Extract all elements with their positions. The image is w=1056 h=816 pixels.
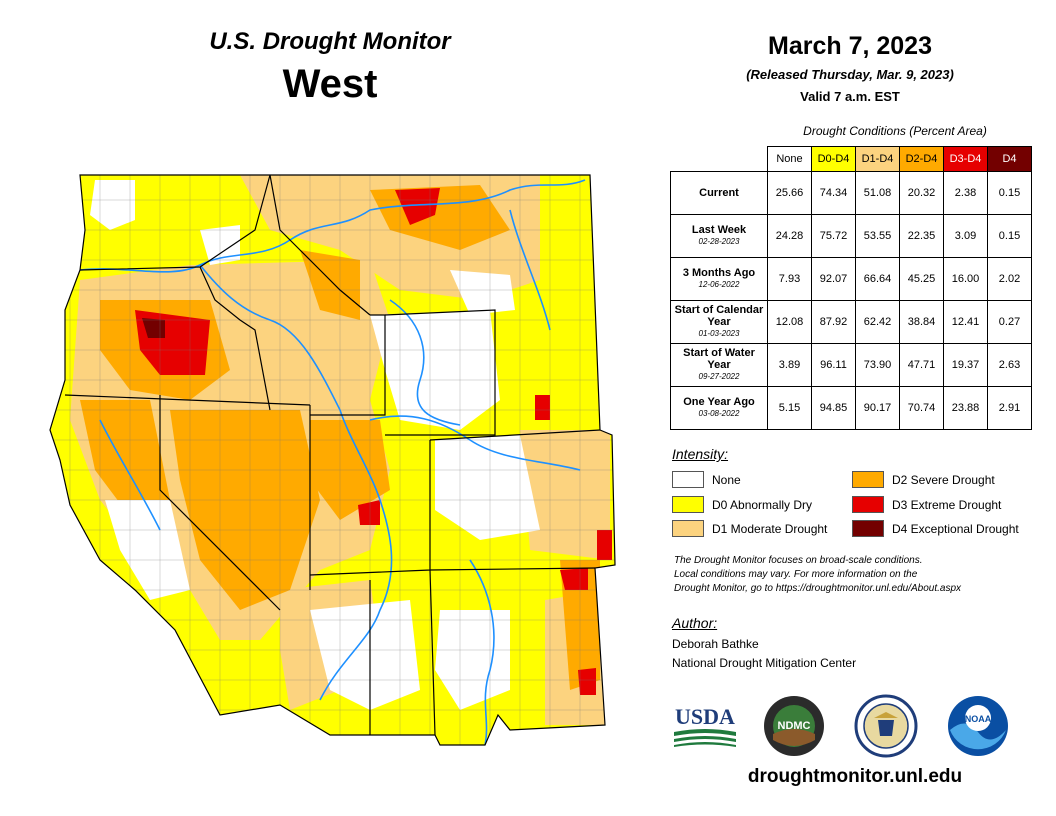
table-cell: 62.42 [855,300,900,344]
usda-logo: USDA [674,704,736,747]
table-cell: 22.35 [899,214,944,258]
table-cell: 0.27 [987,300,1032,344]
row-label: Last Week 02-28-2023 [670,214,768,258]
table-cell: 45.25 [899,257,944,301]
col-header-none: None [767,146,812,172]
table-cell: 0.15 [987,171,1032,215]
row-label: Start of Water Year 09-27-2022 [670,343,768,387]
author-org: National Drought Mitigation Center [672,656,857,670]
disclaimer-note: The Drought Monitor focuses on broad-sca… [674,554,1044,596]
col-header-d1-d4: D1-D4 [855,146,900,172]
legend-swatch [852,520,884,537]
table-cell: 20.32 [899,171,944,215]
table-cell: 90.17 [855,386,900,430]
table-cell: 24.28 [767,214,812,258]
col-header-d3-d4: D3-D4 [943,146,988,172]
table-cell: 94.85 [811,386,856,430]
map-region-title: West [282,62,378,106]
table-cell: 73.90 [855,343,900,387]
col-header-d2-d4: D2-D4 [899,146,944,172]
table-row: Last Week 02-28-2023 24.28 75.72 53.55 22… [670,214,1032,258]
table-cell: 7.93 [767,257,812,301]
legend-label: D2 Severe Drought [892,472,995,487]
table-cell: 0.15 [987,214,1032,258]
legend-swatch [852,471,884,488]
drought-map [49,174,616,746]
table-cell: 19.37 [943,343,988,387]
table-row: Start of Water Year 09-27-2022 3.89 96.11… [670,343,1032,387]
note-line: Local conditions may vary. For more info… [674,569,918,580]
table-cell: 2.02 [987,257,1032,301]
table-cell: 12.08 [767,300,812,344]
table-cell: 3.09 [943,214,988,258]
legend-swatch [672,496,704,513]
usda-logo-text: USDA [675,704,735,729]
row-label: Current [670,171,768,215]
table-row: One Year Ago 03-08-2022 5.15 94.85 90.17 … [670,386,1032,430]
table-cell: 92.07 [811,257,856,301]
note-line: The Drought Monitor focuses on broad-sca… [674,555,923,566]
noaa-logo-text: NOAA [965,714,992,724]
legend-title: Intensity: [672,446,729,462]
legend-item-d4: D4 Exceptional Drought [852,520,1019,537]
table-cell: 3.89 [767,343,812,387]
table-row: Current 25.66 74.34 51.08 20.32 2.38 0.1… [670,171,1032,215]
table-cell: 53.55 [855,214,900,258]
row-label: One Year Ago 03-08-2022 [670,386,768,430]
legend-item-none: None [672,471,741,488]
table-cell: 75.72 [811,214,856,258]
table-cell: 25.66 [767,171,812,215]
commerce-seal-logo [854,694,918,758]
row-label: Start of Calendar Year 01-03-2023 [670,300,768,344]
table-cell: 47.71 [899,343,944,387]
table-cell: 5.15 [767,386,812,430]
table-cell: 66.64 [855,257,900,301]
table-corner [671,147,768,172]
map-date: March 7, 2023 [768,32,932,60]
legend-label: D4 Exceptional Drought [892,521,1019,536]
table-cell: 23.88 [943,386,988,430]
col-header-d4: D4 [987,146,1032,172]
col-header-d0-d4: D0-D4 [811,146,856,172]
legend-label: D0 Abnormally Dry [712,497,813,512]
drought-stats-table: None D0-D4 D1-D4 D2-D4 D3-D4 D4 Current … [670,146,1032,430]
table-cell: 70.74 [899,386,944,430]
map-subtitle: U.S. Drought Monitor [209,28,451,55]
table-cell: 2.63 [987,343,1032,387]
website-url[interactable]: droughtmonitor.unl.edu [747,766,963,787]
table-caption: Drought Conditions (Percent Area) [803,124,987,138]
table-header-row: None D0-D4 D1-D4 D2-D4 D3-D4 D4 [671,146,1032,172]
legend-item-d1: D1 Moderate Drought [672,520,827,537]
legend-item-d2: D2 Severe Drought [852,471,995,488]
legend-swatch [672,520,704,537]
table-cell: 2.38 [943,171,988,215]
legend-swatch [672,471,704,488]
legend-label: None [712,472,741,487]
table-cell: 38.84 [899,300,944,344]
legend-label: D1 Moderate Drought [712,521,828,536]
note-line: Drought Monitor, go to https://droughtmo… [674,583,962,594]
release-date: (Released Thursday, Mar. 9, 2023) [746,67,954,82]
table-cell: 96.11 [811,343,856,387]
table-cell: 87.92 [811,300,856,344]
valid-time: Valid 7 a.m. EST [800,89,900,104]
table-cell: 16.00 [943,257,988,301]
table-cell: 2.91 [987,386,1032,430]
table-row: 3 Months Ago 12-06-2022 7.93 92.07 66.64 … [670,257,1032,301]
table-cell: 51.08 [855,171,900,215]
author-title: Author: [672,615,718,631]
legend-swatch [852,496,884,513]
row-label: 3 Months Ago 12-06-2022 [670,257,768,301]
ndmc-logo: NDMC [764,696,824,756]
legend-label: D3 Extreme Drought [892,497,1002,512]
legend-item-d0: D0 Abnormally Dry [672,496,812,513]
table-cell: 12.41 [943,300,988,344]
table-cell: 74.34 [811,171,856,215]
author-name: Deborah Bathke [672,637,759,651]
legend-item-d3: D3 Extreme Drought [852,496,1001,513]
ndmc-logo-text: NDMC [778,720,811,732]
noaa-logo: NOAA [948,696,1008,756]
table-row: Start of Calendar Year 01-03-2023 12.08 8… [670,300,1032,344]
